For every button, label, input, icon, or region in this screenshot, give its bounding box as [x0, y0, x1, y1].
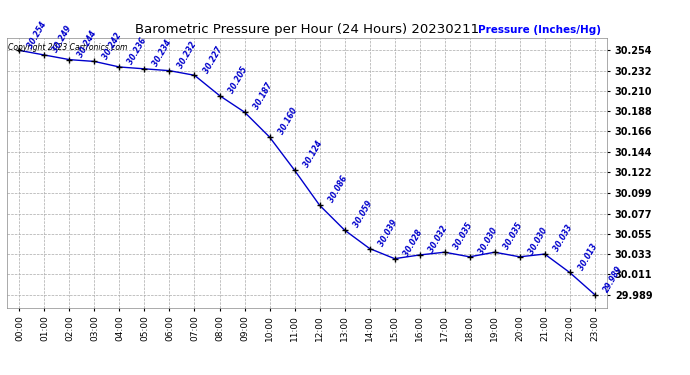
- Text: 30.242: 30.242: [101, 31, 124, 61]
- Text: 30.205: 30.205: [226, 65, 249, 95]
- Text: 30.035: 30.035: [502, 222, 524, 251]
- Text: 30.059: 30.059: [351, 200, 374, 230]
- Text: 30.013: 30.013: [577, 242, 599, 272]
- Text: 30.124: 30.124: [302, 140, 324, 170]
- Text: 30.033: 30.033: [551, 224, 574, 253]
- Text: 30.249: 30.249: [51, 24, 74, 54]
- Text: 30.028: 30.028: [402, 228, 424, 258]
- Text: 30.236: 30.236: [126, 36, 149, 66]
- Text: 30.086: 30.086: [326, 175, 349, 204]
- Text: 29.989: 29.989: [602, 264, 624, 294]
- Title: Barometric Pressure per Hour (24 Hours) 20230211: Barometric Pressure per Hour (24 Hours) …: [135, 23, 479, 36]
- Text: 30.160: 30.160: [277, 106, 299, 136]
- Text: 30.187: 30.187: [251, 82, 274, 111]
- Text: Copyright 2023 Cartronics.com: Copyright 2023 Cartronics.com: [8, 43, 128, 52]
- Text: 30.030: 30.030: [526, 226, 549, 256]
- Text: 30.244: 30.244: [77, 29, 99, 59]
- Text: 30.254: 30.254: [26, 20, 49, 50]
- Text: 30.234: 30.234: [151, 38, 174, 68]
- Text: 30.039: 30.039: [377, 218, 399, 248]
- Text: Pressure (Inches/Hg): Pressure (Inches/Hg): [478, 25, 601, 35]
- Text: 30.032: 30.032: [426, 225, 449, 254]
- Text: 30.227: 30.227: [201, 45, 224, 75]
- Text: 30.232: 30.232: [177, 40, 199, 70]
- Text: 30.035: 30.035: [451, 222, 474, 251]
- Text: 30.030: 30.030: [477, 226, 499, 256]
